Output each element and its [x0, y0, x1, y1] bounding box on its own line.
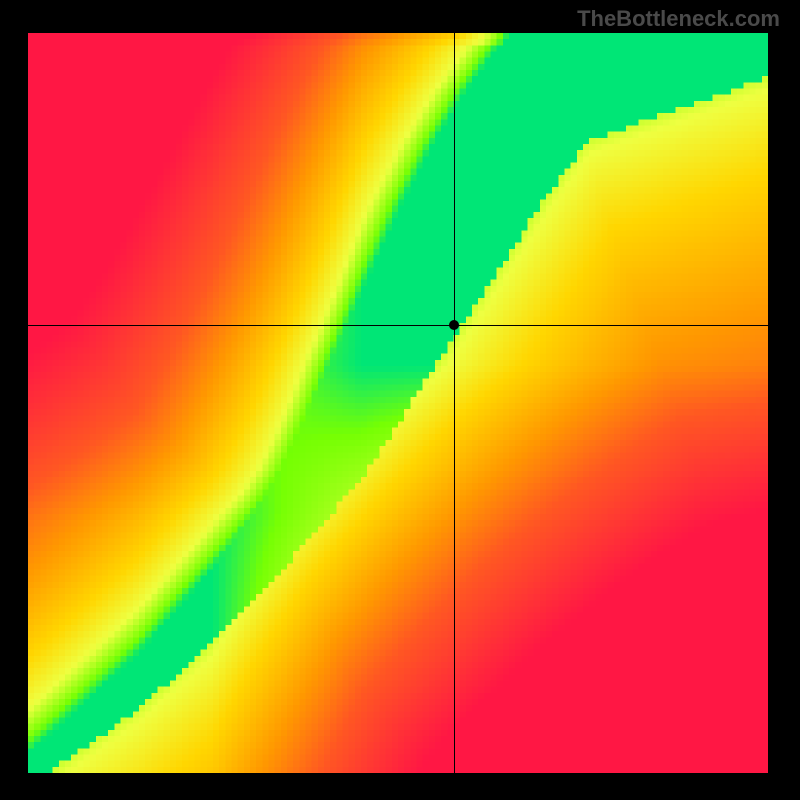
crosshair-horizontal	[28, 325, 768, 326]
heatmap-canvas	[28, 33, 768, 773]
crosshair-marker	[449, 320, 459, 330]
heatmap-plot	[28, 33, 768, 773]
crosshair-vertical	[454, 33, 455, 773]
watermark-text: TheBottleneck.com	[577, 6, 780, 32]
